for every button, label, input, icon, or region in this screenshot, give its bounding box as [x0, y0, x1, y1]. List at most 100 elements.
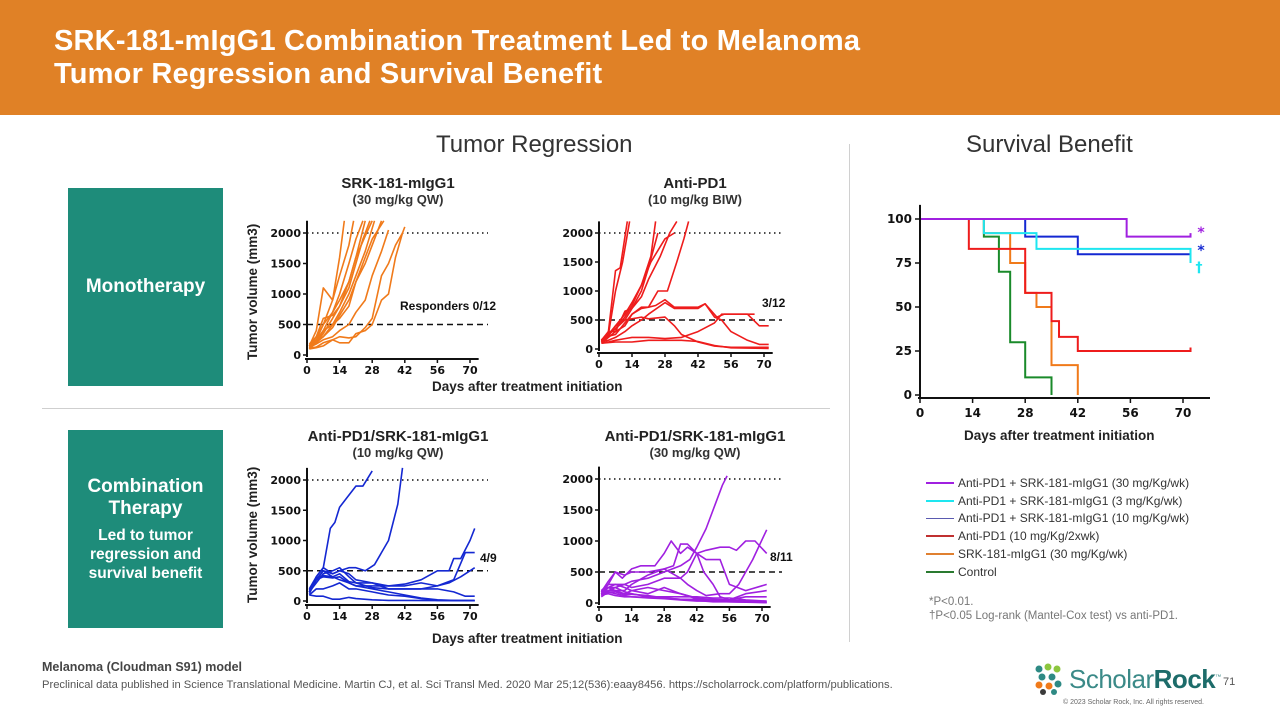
survival-curve-anti-pd1-10-mg-kg-2xwk-: [920, 218, 1192, 352]
y-tick-label: 500: [278, 565, 301, 578]
y-tick-label: 1500: [270, 258, 301, 271]
tumor-chart-combo_30: 0 500 1000 1500 2000 0 14 28 42 56 70 8/11: [562, 466, 793, 625]
y-tick-label: 0: [585, 597, 593, 610]
tumor-regression-heading: Tumor Regression: [436, 131, 633, 158]
legend-swatch: [926, 517, 954, 519]
tumor-chart-combo_10: 0 500 1000 1500 2000 0 14 28 42 56 70 4/9: [270, 467, 497, 623]
scholar-rock-wordmark: ScholarRock™: [1069, 664, 1221, 695]
survival-curve-anti-pd1-srk-181-migg1-3-mg-kg-wk-: [920, 218, 1192, 263]
chart-title-antipd1: Anti-PD1 (10 mg/kg BIW): [615, 175, 775, 208]
monotherapy-label: Monotherapy: [85, 276, 206, 297]
y-tick-label: 2000: [270, 474, 301, 487]
chart-title-text: Anti-PD1/SRK-181-mIgG1: [604, 428, 786, 445]
legend-swatch: [926, 499, 954, 502]
tumor-curve-8: [308, 582, 475, 602]
y-tick-label: 0: [293, 349, 301, 362]
tumor-curve-7: [308, 220, 376, 349]
y-tick-label: 500: [570, 314, 593, 327]
chart-subtitle-text: (10 mg/kg BIW): [648, 192, 742, 207]
tumor-curve-1: [600, 221, 629, 341]
slide-title-line-2: Tumor Regression and Survival Benefit: [54, 58, 603, 90]
x-tick-label: 0: [303, 610, 311, 623]
x-tick-label: 0: [595, 612, 603, 625]
legend-item: Control: [926, 563, 1189, 581]
citation: Preclinical data published in Science Tr…: [42, 679, 893, 691]
responders-annotation: 3/12: [762, 296, 786, 310]
y-tick-label: 0: [904, 388, 912, 402]
x-tick-label: 70: [462, 610, 478, 623]
tumor-curve-8: [600, 298, 769, 346]
tumor-curve-11: [601, 590, 767, 604]
tumor-curve-4: [600, 540, 768, 596]
combination-therapy-box: Combination Therapy Led to tumor regress…: [68, 430, 223, 628]
legend-label: Anti-PD1 + SRK-181-mIgG1 (10 mg/Kg/wk): [958, 511, 1190, 526]
x-tick-label: 28: [657, 612, 672, 625]
legend-item: Anti-PD1 (10 mg/Kg/2xwk): [926, 527, 1189, 545]
x-tick-label: 42: [689, 612, 704, 625]
tumor-curve-9: [308, 220, 385, 350]
x-tick-label: 70: [1175, 406, 1192, 420]
footnote-p001: *P<0.01.: [929, 596, 974, 608]
y-tick-label: 2000: [562, 473, 593, 486]
survival-benefit-heading: Survival Benefit: [966, 131, 1133, 158]
x-tick-label: 28: [365, 364, 380, 377]
legend-swatch: [926, 535, 954, 538]
combination-therapy-sublabel: Led to tumor regression and survival ben…: [88, 526, 203, 582]
x-tick-label: 56: [430, 364, 446, 377]
x-tick-label: 42: [1069, 406, 1086, 420]
chart-title-text: SRK-181-mIgG1: [341, 175, 455, 192]
logo-text-bold: Rock: [1153, 663, 1216, 694]
x-tick-label: 28: [1017, 406, 1034, 420]
tumor-curve-6: [308, 220, 373, 350]
responders-annotation: 8/11: [770, 550, 793, 564]
tumor-curve-1: [308, 220, 346, 347]
x-tick-label: 14: [332, 610, 348, 623]
legend-label: Anti-PD1 + SRK-181-mIgG1 (30 mg/Kg/wk): [958, 475, 1190, 490]
y-tick-label: 2000: [270, 227, 301, 240]
tumor-curve-6: [308, 572, 475, 598]
y-tick-label: 1500: [562, 504, 593, 517]
x-tick-label: 56: [1122, 406, 1139, 420]
monotherapy-box: Monotherapy: [68, 188, 223, 386]
y-tick-label: 1500: [270, 504, 301, 517]
y-tick-label: 0: [585, 343, 593, 356]
vertical-divider: [849, 144, 850, 642]
x-tick-label: 0: [916, 406, 924, 420]
tumor-curve-12: [601, 339, 769, 350]
y-tick-label: 25: [895, 344, 912, 358]
chart-title-srk181: SRK-181-mIgG1 (30 mg/kg QW): [318, 175, 478, 208]
y-tick-label: 2000: [562, 227, 593, 240]
responders-annotation: 4/9: [480, 551, 497, 565]
chart-title-combo-30: Anti-PD1/SRK-181-mIgG1 (30 mg/kg QW): [585, 428, 805, 461]
x-tick-label: 70: [756, 358, 772, 371]
responders-annotation: Responders 0/12: [400, 299, 496, 313]
x-tick-label: 70: [462, 364, 478, 377]
legend-label: Anti-PD1 (10 mg/Kg/2xwk): [958, 529, 1100, 544]
tumor-chart-mono_srk181: 0 500 1000 1500 2000 0 14 28 42 56 70 Responders 0/…: [270, 220, 496, 377]
tumor-curve-4: [308, 551, 475, 591]
x-tick-label: 0: [595, 358, 603, 371]
page-number: 71: [1223, 676, 1236, 688]
y-tick-label: 0: [293, 595, 301, 608]
logo-tm: ™: [1215, 673, 1221, 680]
significance-marker: *: [1197, 225, 1205, 241]
x-tick-label: 14: [332, 364, 348, 377]
x-tick-label: 56: [723, 358, 739, 371]
x-tick-label: 28: [657, 358, 672, 371]
x-tick-label: 56: [722, 612, 738, 625]
x-axis-label-bottom: Days after treatment initiation: [432, 631, 623, 646]
x-tick-label: 14: [624, 358, 640, 371]
legend-item: Anti-PD1 + SRK-181-mIgG1 (10 mg/Kg/wk): [926, 510, 1189, 528]
x-tick-label: 70: [754, 612, 770, 625]
significance-marker: †: [1196, 260, 1203, 276]
footnote-p005: †P<0.05 Log-rank (Mantel-Cox test) vs an…: [929, 610, 1178, 622]
tumor-curve-5: [600, 529, 768, 597]
chart-subtitle-text: (30 mg/kg QW): [352, 192, 444, 207]
x-tick-label: 14: [964, 406, 981, 420]
x-tick-label: 14: [624, 612, 640, 625]
legend-item: Anti-PD1 + SRK-181-mIgG1 (3 mg/Kg/wk): [926, 492, 1189, 510]
tumor-curve-10: [308, 229, 390, 348]
tumor-curve-7: [601, 586, 767, 601]
y-tick-label: 1000: [562, 285, 593, 298]
